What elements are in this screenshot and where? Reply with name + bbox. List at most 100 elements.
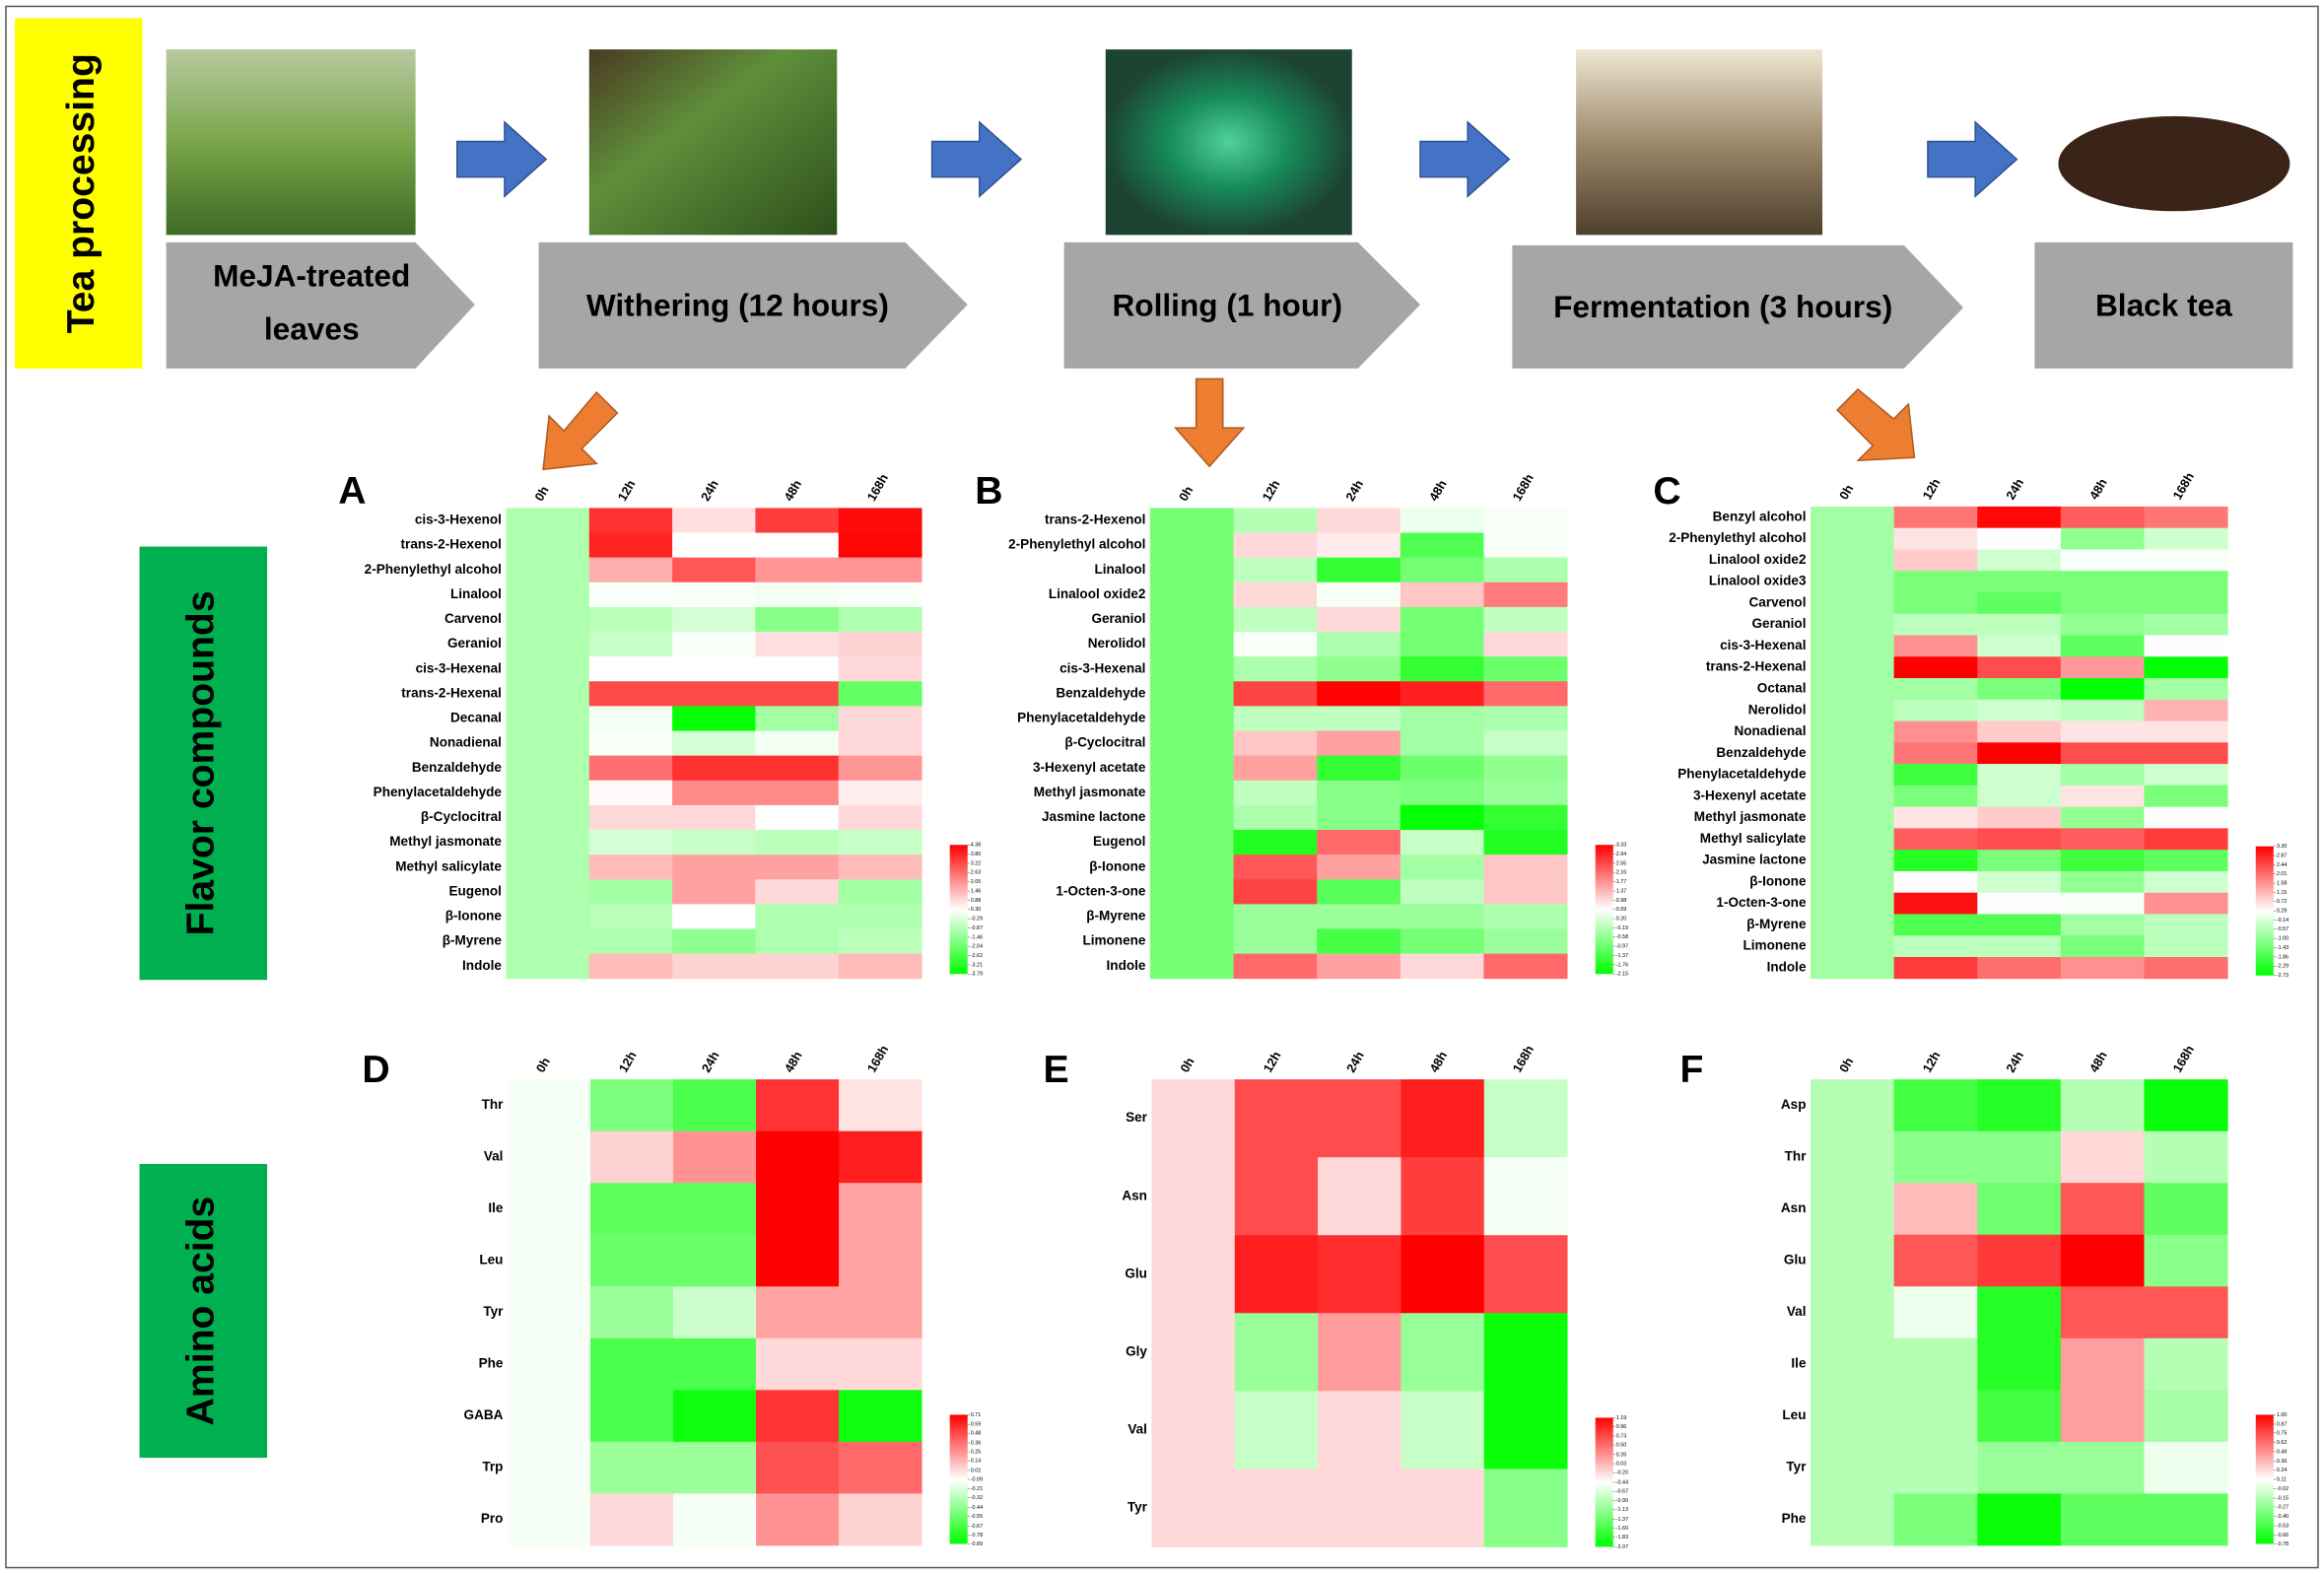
row-label: Glu [1784, 1253, 1807, 1267]
heatmap-cell [2144, 1183, 2228, 1236]
row-label: Geraniol [1752, 616, 1807, 631]
step-shape [1063, 241, 1420, 369]
heatmap-cell [755, 953, 840, 980]
heatmap-cell [1811, 1493, 1895, 1546]
heatmap-cell [672, 706, 756, 731]
heatmap-cell [1977, 613, 2062, 636]
heatmap-cell [588, 879, 673, 905]
colorbar-tick-label: 1.00 [2277, 1412, 2288, 1418]
heatmap-cell [1149, 780, 1235, 806]
heatmap-cell [672, 508, 756, 533]
colorbar-tick-label: -2.73 [2277, 973, 2289, 979]
colorbar-tick-label: -0.02 [2277, 1486, 2289, 1492]
heatmap-cell [838, 755, 923, 782]
row-label: Methyl jasmonate [1694, 809, 1807, 824]
column-label: 48h [781, 477, 804, 504]
heatmap-cell [1317, 879, 1401, 905]
heatmap-cell [1893, 506, 1978, 529]
heatmap-cell [1149, 855, 1235, 880]
heatmap-cell [1233, 632, 1318, 657]
panel-letter: D [362, 1049, 389, 1091]
colorbar-tick-label: 2.05 [971, 879, 982, 885]
heatmap-cell [755, 656, 840, 682]
heatmap-cell [588, 508, 673, 533]
heatmap-cell [1977, 720, 2062, 743]
heatmap-cell [2144, 1286, 2228, 1339]
colorbar-tick-label: -0.40 [2277, 1514, 2289, 1520]
heatmap-cell [589, 1183, 674, 1236]
colorbar [949, 845, 968, 975]
colorbar-tick-label: -0.44 [971, 1505, 983, 1511]
heatmap-cell [838, 804, 923, 831]
heatmap-cell [1233, 557, 1318, 583]
heatmap-cell [1400, 681, 1484, 707]
colorbar-tick-label: 0.49 [2277, 1449, 2288, 1455]
colorbar-tick-label: 1.37 [1616, 889, 1627, 895]
heatmap-cell [2060, 1130, 2145, 1184]
heatmap-cell [588, 904, 673, 929]
row-label: 1-Octen-3-one [1716, 895, 1807, 910]
heatmap-cell [2060, 870, 2145, 894]
heatmap-cell [1317, 706, 1401, 731]
heatmap-cell [1811, 1130, 1895, 1184]
row-label: Linalool [1094, 562, 1145, 577]
heatmap-cell [1151, 1313, 1236, 1392]
row-label: Geraniol [447, 636, 502, 650]
colorbar-tick-label: 1.77 [1616, 879, 1627, 885]
heatmap-cell [1811, 1441, 1895, 1494]
heatmap-cell [1234, 1079, 1319, 1158]
column-label: 0h [1836, 482, 1857, 503]
heatmap-cell [1400, 508, 1484, 533]
colorbar-tick-label: -0.53 [2277, 1523, 2289, 1529]
heatmap-cell [2144, 1130, 2228, 1184]
heatmap-cell [506, 953, 590, 980]
colorbar-tick-label: 2.16 [1616, 870, 1627, 876]
heatmap-cell [1977, 1079, 2062, 1132]
heatmap-cell [1483, 780, 1568, 806]
row-label: β-Ionone [1749, 873, 1807, 888]
heatmap-cell [1317, 780, 1401, 806]
heatmap-cell [507, 1183, 591, 1236]
heatmap-cell [2060, 613, 2145, 636]
heatmap-cell [839, 1183, 923, 1236]
title-box [15, 18, 143, 369]
heatmap-cell [1811, 1234, 1895, 1287]
column-label: 48h [1426, 1049, 1450, 1075]
heatmap-cell [589, 1390, 674, 1443]
heatmap-cell [1977, 914, 2062, 936]
heatmap-cell [755, 855, 840, 880]
row-label: Thr [482, 1097, 505, 1112]
heatmap-cell [1893, 527, 1978, 550]
heatmap-cell [1149, 706, 1235, 731]
column-label: 0h [1177, 1055, 1197, 1075]
heatmap-cell [507, 1234, 591, 1287]
photo [1105, 49, 1352, 236]
heatmap-cell [588, 582, 673, 608]
row-label: β-Cyclocitral [421, 809, 502, 824]
heatmap-cell [1811, 1337, 1895, 1391]
heatmap-cell [1400, 532, 1484, 559]
heatmap-cell [672, 928, 756, 955]
heatmap-cell [2060, 914, 2145, 936]
row-label: Eugenol [1093, 834, 1145, 849]
step-shape [166, 241, 475, 369]
heatmap-cell [2060, 699, 2145, 722]
heatmap-cell [507, 1130, 591, 1184]
heatmap-cell [1977, 635, 2062, 657]
heatmap-cell [1317, 656, 1401, 682]
stage-arrow [1173, 377, 1246, 468]
colorbar [1595, 845, 1613, 975]
heatmap-cell [1893, 1183, 1978, 1236]
heatmap-cell [1400, 780, 1484, 806]
heatmap-cell [1317, 681, 1401, 707]
heatmap-cell [1483, 755, 1568, 782]
colorbar-tick-label: -1.76 [1616, 962, 1628, 968]
heatmap-cell [1811, 850, 1895, 872]
heatmap-cell [756, 1390, 840, 1443]
heatmap-cell [1811, 870, 1895, 894]
heatmap-cell [1318, 1157, 1401, 1236]
heatmap-cell [1483, 953, 1568, 980]
heatmap-cell [1400, 582, 1484, 608]
colorbar-tick-label: 3.80 [971, 852, 982, 857]
row-label: Glu [1125, 1266, 1147, 1280]
